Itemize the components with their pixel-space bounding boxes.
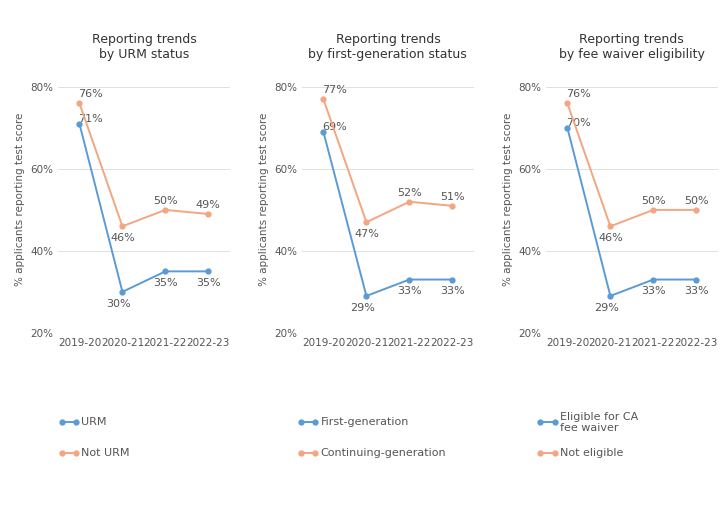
Text: 35%: 35% [196,279,220,288]
Text: 46%: 46% [598,233,623,243]
Text: 35%: 35% [153,279,178,288]
Text: 70%: 70% [566,118,591,128]
Text: 76%: 76% [78,89,103,99]
Text: 77%: 77% [322,85,347,95]
Text: 51%: 51% [440,191,465,202]
Text: Not eligible: Not eligible [560,448,623,458]
Title: Reporting trends
by URM status: Reporting trends by URM status [91,33,196,61]
Y-axis label: % applicants reporting test score: % applicants reporting test score [14,113,25,286]
Text: First-generation: First-generation [320,417,409,428]
Text: 69%: 69% [322,122,347,132]
Text: URM: URM [81,417,107,428]
Y-axis label: % applicants reporting test score: % applicants reporting test score [259,113,268,286]
Text: 52%: 52% [397,187,422,198]
Text: 30%: 30% [106,299,130,309]
Title: Reporting trends
by fee waiver eligibility: Reporting trends by fee waiver eligibili… [559,33,705,61]
Text: 33%: 33% [641,287,666,296]
Text: 76%: 76% [566,89,591,99]
Text: 29%: 29% [349,303,375,313]
Text: 33%: 33% [440,287,465,296]
Text: 71%: 71% [78,114,103,124]
Text: 47%: 47% [354,229,379,239]
Text: Continuing-generation: Continuing-generation [320,448,446,458]
Text: Eligible for CA
fee waiver: Eligible for CA fee waiver [560,412,638,433]
Text: 46%: 46% [110,233,135,243]
Text: 49%: 49% [196,200,221,210]
Y-axis label: % applicants reporting test score: % applicants reporting test score [502,113,513,286]
Text: 50%: 50% [641,196,666,206]
Text: 33%: 33% [684,287,708,296]
Text: Not URM: Not URM [81,448,130,458]
Text: 50%: 50% [153,196,178,206]
Title: Reporting trends
by first-generation status: Reporting trends by first-generation sta… [309,33,467,61]
Text: 29%: 29% [594,303,618,313]
Text: 50%: 50% [684,196,708,206]
Text: 33%: 33% [397,287,422,296]
